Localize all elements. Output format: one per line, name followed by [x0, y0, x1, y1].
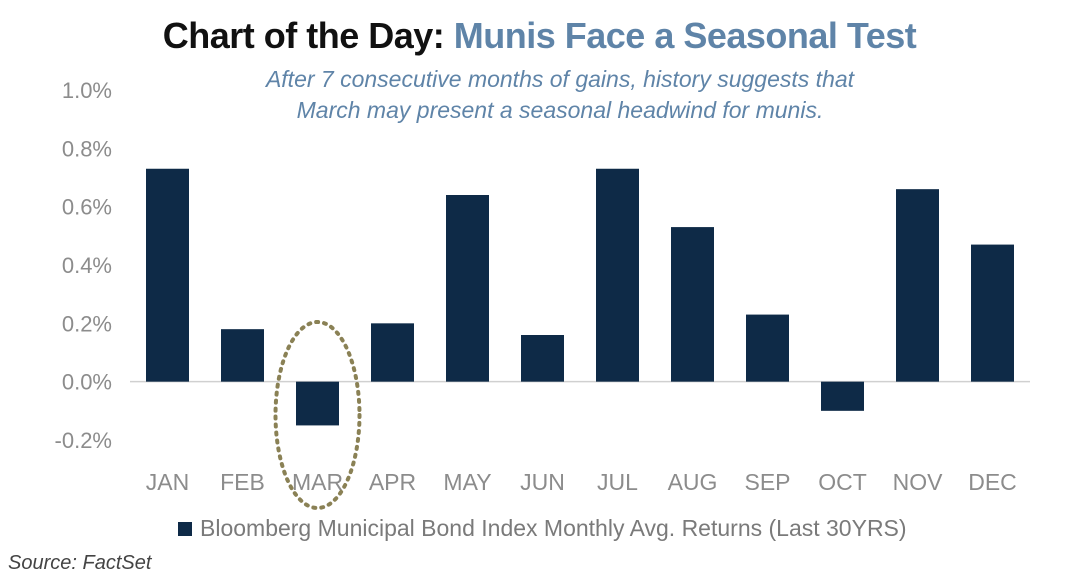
y-tick-label: 0.6%	[62, 195, 112, 220]
y-tick-label: -0.2%	[55, 428, 112, 453]
x-tick-label: SEP	[744, 469, 790, 495]
x-tick-label: AUG	[668, 469, 718, 495]
bar-nov	[896, 189, 939, 382]
legend-swatch	[178, 522, 192, 536]
y-tick-label: 1.0%	[62, 78, 112, 103]
x-tick-label: JAN	[146, 469, 189, 495]
legend-label: Bloomberg Municipal Bond Index Monthly A…	[200, 515, 907, 541]
subtitle-line-1: After 7 consecutive months of gains, his…	[265, 66, 855, 92]
y-tick-label: 0.8%	[62, 136, 112, 161]
x-tick-label: NOV	[893, 469, 944, 495]
bar-jun	[521, 335, 564, 382]
x-tick-label: APR	[369, 469, 416, 495]
highlight-ellipse	[273, 320, 362, 510]
x-tick-label: OCT	[818, 469, 867, 495]
title-main: Munis Face a Seasonal Test	[453, 15, 917, 56]
chart-subtitle: After 7 consecutive months of gains, his…	[200, 64, 920, 126]
x-tick-label: MAY	[443, 469, 491, 495]
bar-mar	[296, 381, 339, 426]
chart-title: Chart of the Day: Munis Face a Seasonal …	[0, 14, 1079, 58]
y-tick-label: 0.2%	[62, 311, 112, 336]
x-tick-label: JUN	[520, 469, 565, 495]
x-tick-label: MAR	[292, 469, 343, 495]
bar-sep	[746, 314, 789, 382]
bar-dec	[971, 244, 1014, 382]
bar-jul	[596, 168, 639, 382]
x-tick-label: DEC	[968, 469, 1017, 495]
title-prefix: Chart of the Day:	[162, 15, 445, 56]
bar-may	[446, 195, 489, 382]
bar-aug	[671, 227, 714, 382]
bar-feb	[221, 329, 264, 382]
x-tick-label: JUL	[597, 469, 638, 495]
bar-jan	[146, 168, 189, 382]
x-tick-label: FEB	[220, 469, 265, 495]
source-note: Source: FactSet	[8, 552, 152, 574]
y-tick-label: 0.0%	[62, 370, 112, 395]
bar-apr	[371, 323, 414, 382]
bar-oct	[821, 381, 864, 411]
y-tick-label: 0.4%	[62, 253, 112, 278]
subtitle-line-2: March may present a seasonal headwind fo…	[296, 97, 824, 123]
